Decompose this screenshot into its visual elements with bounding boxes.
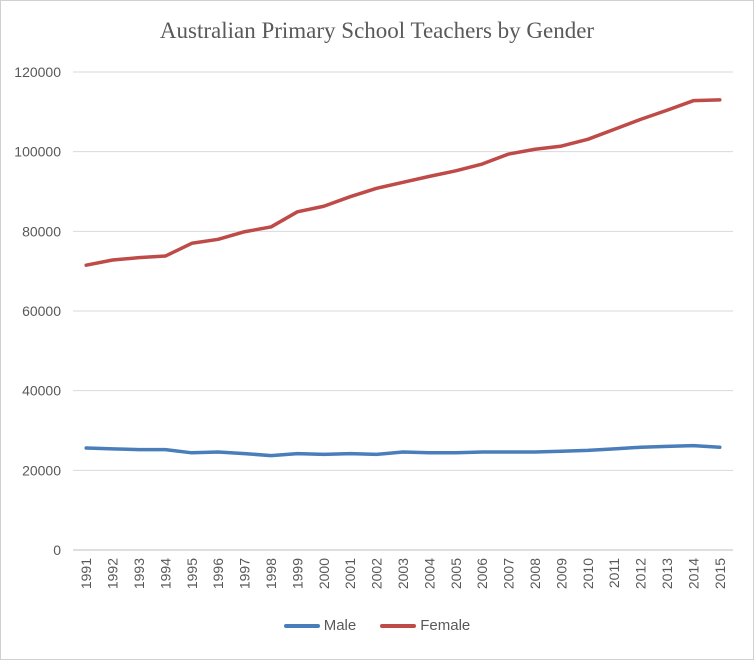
series-line-male (84, 443, 722, 458)
x-tick-label: 2001 (342, 558, 358, 589)
y-tick-label: 80000 (22, 223, 61, 239)
y-tick-label: 120000 (14, 64, 61, 80)
legend: Male Female (0, 617, 754, 634)
x-tick-label: 2013 (659, 558, 675, 589)
x-tick-label: 2008 (527, 558, 543, 589)
x-tick-label: 1999 (289, 558, 305, 589)
x-tick-label: 1996 (210, 558, 226, 589)
x-tick-label: 2005 (448, 558, 464, 589)
legend-item-female: Female (380, 617, 470, 634)
x-tick-label: 2014 (685, 558, 701, 589)
series-line-female (84, 98, 722, 267)
y-tick-label: 40000 (22, 383, 61, 399)
x-tick-label: 1993 (131, 558, 147, 589)
x-tick-label: 2011 (606, 558, 622, 588)
x-tick-label: 2009 (553, 558, 569, 589)
x-tick-label: 2010 (580, 558, 596, 589)
legend-label-female: Female (420, 617, 471, 634)
y-tick-label: 60000 (22, 303, 61, 319)
legend-label-male: Male (323, 617, 357, 634)
x-tick-label: 1994 (157, 558, 173, 589)
x-axis-ticks: 1991 1992 1993 1994 1995 1996 1997 1998 1999 2000… (78, 558, 728, 589)
x-tick-label: 1998 (263, 558, 279, 589)
x-tick-label: 1995 (184, 558, 200, 589)
y-axis-ticks: 0 20000 40000 60000 80000 100000 120000 (14, 64, 61, 558)
x-tick-label: 2002 (369, 558, 385, 589)
y-tick-label: 100000 (14, 144, 61, 160)
y-tick-label: 0 (53, 542, 61, 558)
series-lines (84, 98, 722, 458)
x-tick-label: 1991 (78, 558, 94, 589)
x-tick-label: 2003 (395, 558, 411, 589)
chart-title: Australian Primary School Teachers by Ge… (159, 18, 595, 43)
x-tick-label: 1992 (105, 558, 121, 589)
legend-swatch-male (283, 623, 320, 628)
x-tick-label: 2004 (421, 558, 437, 589)
legend-swatch-female (380, 623, 417, 628)
x-tick-label: 2000 (316, 558, 332, 589)
x-tick-label: 2012 (633, 558, 649, 589)
y-tick-label: 20000 (22, 462, 61, 478)
legend-item-male: Male (283, 617, 357, 634)
x-tick-label: 1997 (237, 558, 253, 589)
gridlines (73, 71, 733, 551)
x-tick-label: 2015 (712, 558, 728, 589)
x-tick-label: 2007 (501, 558, 517, 589)
x-tick-label: 2006 (474, 558, 490, 589)
